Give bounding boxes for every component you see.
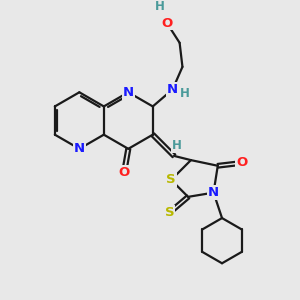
Text: N: N (208, 186, 219, 199)
Text: N: N (167, 83, 178, 96)
Text: S: S (165, 206, 175, 219)
Text: H: H (172, 140, 182, 152)
Text: N: N (74, 142, 85, 155)
Text: O: O (118, 166, 130, 179)
Text: O: O (236, 156, 248, 170)
Text: H: H (155, 0, 165, 13)
Text: O: O (161, 16, 172, 29)
Text: N: N (123, 86, 134, 99)
Text: H: H (180, 87, 190, 100)
Text: S: S (166, 173, 176, 186)
